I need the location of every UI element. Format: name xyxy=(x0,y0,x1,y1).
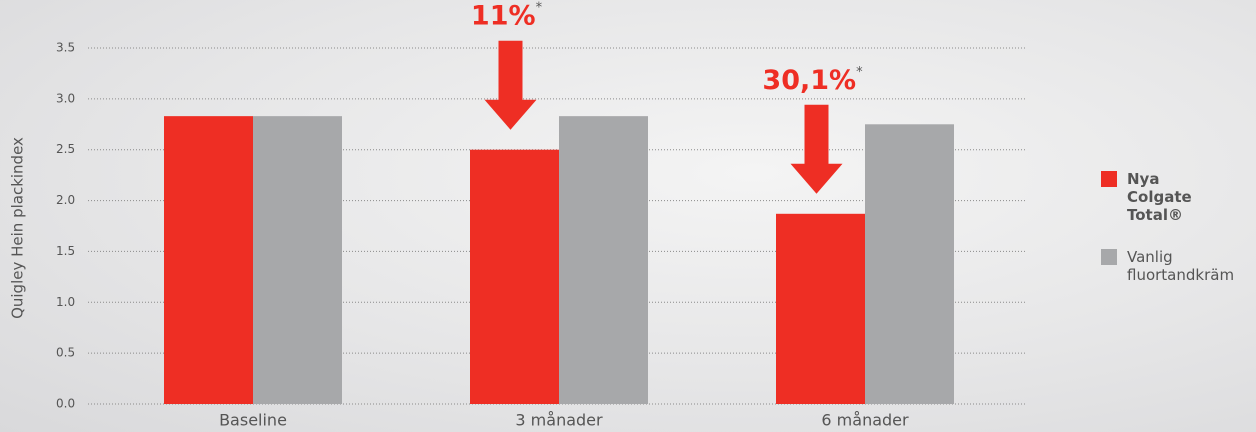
y-tick-label: 3.5 xyxy=(56,41,75,55)
bar xyxy=(164,116,253,405)
legend-item: Nya Colgate Total® xyxy=(1101,170,1227,224)
x-tick-label: 3 månader xyxy=(515,411,603,430)
y-tick-label: 0.5 xyxy=(56,346,75,360)
legend-label: Nya Colgate Total® xyxy=(1127,170,1192,224)
annotation: 30,1%* xyxy=(762,64,863,95)
annotation-text: 30,1% xyxy=(762,64,856,95)
bar xyxy=(470,149,559,404)
annotation-arrow xyxy=(790,104,843,194)
y-tick-label: 3.0 xyxy=(56,91,75,105)
annotation-note: * xyxy=(536,0,543,15)
x-tick-label: 6 månader xyxy=(821,411,909,430)
y-tick-label: 1.5 xyxy=(56,244,75,258)
annotation: 11%* xyxy=(471,0,543,31)
bar xyxy=(253,116,342,405)
legend-swatch xyxy=(1101,171,1117,187)
legend-label: Vanlig fluortandkräm xyxy=(1127,248,1235,284)
annotation-text: 11% xyxy=(471,0,536,31)
y-tick-label: 2.0 xyxy=(56,193,75,207)
y-axis-label: Quigley Hein plackindex xyxy=(9,137,27,319)
annotation-arrow xyxy=(484,40,537,130)
legend-item: Vanlig fluortandkräm xyxy=(1101,248,1256,284)
bar xyxy=(559,116,648,405)
bar xyxy=(776,213,865,404)
y-tick-label: 1.0 xyxy=(56,295,75,309)
y-tick-label: 0.0 xyxy=(56,397,75,411)
annotation-note: * xyxy=(856,64,863,79)
bar xyxy=(865,124,954,405)
x-tick-label: Baseline xyxy=(219,411,287,430)
y-tick-label: 2.5 xyxy=(56,142,75,156)
legend-swatch xyxy=(1101,249,1117,265)
